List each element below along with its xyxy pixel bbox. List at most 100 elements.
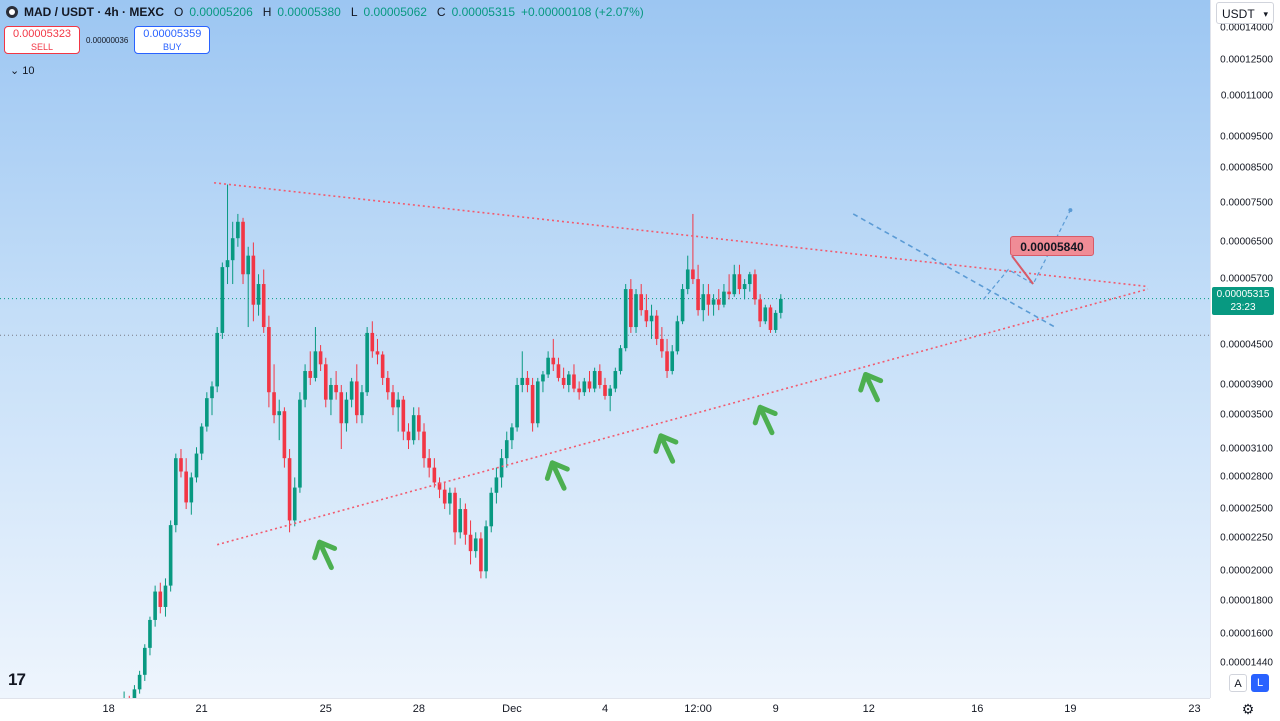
candle-body [696, 279, 700, 311]
candle-body [287, 458, 292, 521]
candle-body [442, 489, 447, 504]
candle-body [401, 399, 406, 432]
candle-body [168, 525, 173, 586]
candle-body [484, 526, 488, 572]
price-tick-label: 0.00009500 [1220, 131, 1273, 143]
candle-body [660, 338, 664, 352]
support-arrow-stroke [653, 433, 679, 464]
tradingview-logo[interactable]: 17 [8, 670, 26, 689]
candle-body [375, 351, 380, 355]
candle-body [236, 221, 240, 239]
candle-body [313, 351, 318, 378]
candle-body [711, 299, 716, 305]
open-label: O [174, 5, 184, 19]
candle-body [344, 399, 349, 424]
support-arrow-stroke [858, 371, 884, 403]
buy-label: BUY [163, 42, 182, 52]
candle-body [422, 431, 426, 459]
price-tick-label: 0.00003100 [1220, 443, 1273, 455]
candle-body [546, 357, 550, 375]
candle-body [753, 274, 757, 300]
price-tick-label: 0.00008500 [1220, 162, 1273, 174]
candle-body [194, 453, 199, 478]
gear-icon[interactable]: ⚙ [1241, 701, 1255, 717]
candle-body [411, 415, 416, 441]
candle-body [303, 371, 307, 400]
candle-body [468, 534, 473, 552]
support-arrow-icon [858, 371, 884, 403]
candle-body [592, 371, 597, 389]
candle-body [572, 374, 576, 389]
time-tick-label: 28 [412, 703, 425, 715]
price-tick-label: 0.00003500 [1220, 409, 1273, 421]
candle-body [722, 291, 726, 305]
candle-body [541, 374, 545, 382]
candle-body [174, 458, 178, 526]
log-scale-button[interactable]: L [1251, 674, 1269, 692]
buy-price: 0.00005359 [143, 28, 202, 40]
candle-body [644, 310, 649, 322]
candle-body [292, 487, 297, 521]
candle-body [282, 411, 287, 459]
candle-body [623, 289, 628, 349]
candle-body [142, 647, 147, 675]
candle-body [489, 492, 494, 527]
candle-body [318, 351, 323, 365]
currency-select[interactable]: USDT ▾ [1216, 2, 1274, 24]
descending-dashed-line [852, 213, 1056, 328]
sell-button[interactable]: 0.00005323 SELL [4, 26, 80, 54]
candle-body [148, 619, 152, 648]
current-price-value: 0.00005315 [1216, 289, 1270, 300]
candle-body [494, 477, 499, 493]
candle-body [675, 321, 680, 352]
resistance-trendline [213, 181, 1149, 288]
candle-body [267, 327, 271, 393]
candle-body [515, 384, 519, 428]
candle-body [427, 458, 431, 468]
current-price-label: 0.00005315 23:23 [1212, 287, 1274, 315]
price-axis[interactable]: 0.00014000 0.00012500 0.00011000 0.00009500… [1210, 0, 1280, 698]
candle-body [323, 364, 328, 400]
candle-body [432, 467, 437, 483]
auto-scale-button[interactable]: A [1229, 674, 1247, 692]
indicators-toggle[interactable]: ⌄ 10 [10, 64, 35, 77]
candle-body [225, 260, 230, 268]
candle-body [685, 269, 690, 290]
candle-body [241, 221, 245, 275]
candle-body [561, 377, 566, 385]
candle-body [339, 392, 344, 424]
price-tick-label: 0.00001440 [1220, 657, 1273, 669]
coin-icon [6, 6, 18, 18]
buy-button[interactable]: 0.00005359 BUY [134, 26, 211, 54]
time-axis[interactable]: 18 21 25 28 Dec 4 12:00 9 12 16 19 23 [0, 698, 1210, 721]
candle-body [184, 471, 188, 503]
candle-body [380, 354, 385, 378]
price-tick-label: 0.00012500 [1220, 54, 1273, 66]
candle-body [737, 274, 742, 290]
price-tick-label: 0.00002000 [1220, 565, 1273, 577]
candle-body [479, 538, 483, 572]
candle-body [458, 509, 463, 533]
candle-body [349, 381, 354, 400]
candle-body [763, 307, 768, 322]
candlestick-chart [0, 181, 1210, 698]
time-tick-label: 9 [772, 703, 779, 715]
close-value: 0.00005315 [451, 5, 515, 19]
time-tick-label: 12:00 [684, 703, 712, 715]
candle-body [277, 411, 282, 416]
candle-body [520, 377, 525, 385]
target-price-callout[interactable]: 0.00005840 [1010, 236, 1094, 256]
candle-body [758, 299, 762, 322]
candle-body [386, 377, 390, 393]
candle-body [261, 284, 266, 328]
candle-body [649, 315, 654, 322]
candle-body [298, 399, 302, 488]
candle-body [158, 591, 163, 607]
chart-plot-area[interactable] [0, 0, 1210, 698]
candle-body [504, 440, 509, 459]
candle-body [199, 426, 204, 454]
candle-countdown: 23:23 [1230, 302, 1256, 313]
candle-body [618, 348, 623, 372]
symbol-title[interactable]: MAD / USDT · 4h · MEXC [24, 5, 164, 19]
candle-body [417, 415, 421, 432]
